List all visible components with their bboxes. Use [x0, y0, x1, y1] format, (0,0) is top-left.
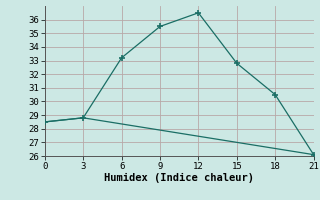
X-axis label: Humidex (Indice chaleur): Humidex (Indice chaleur)	[104, 173, 254, 183]
